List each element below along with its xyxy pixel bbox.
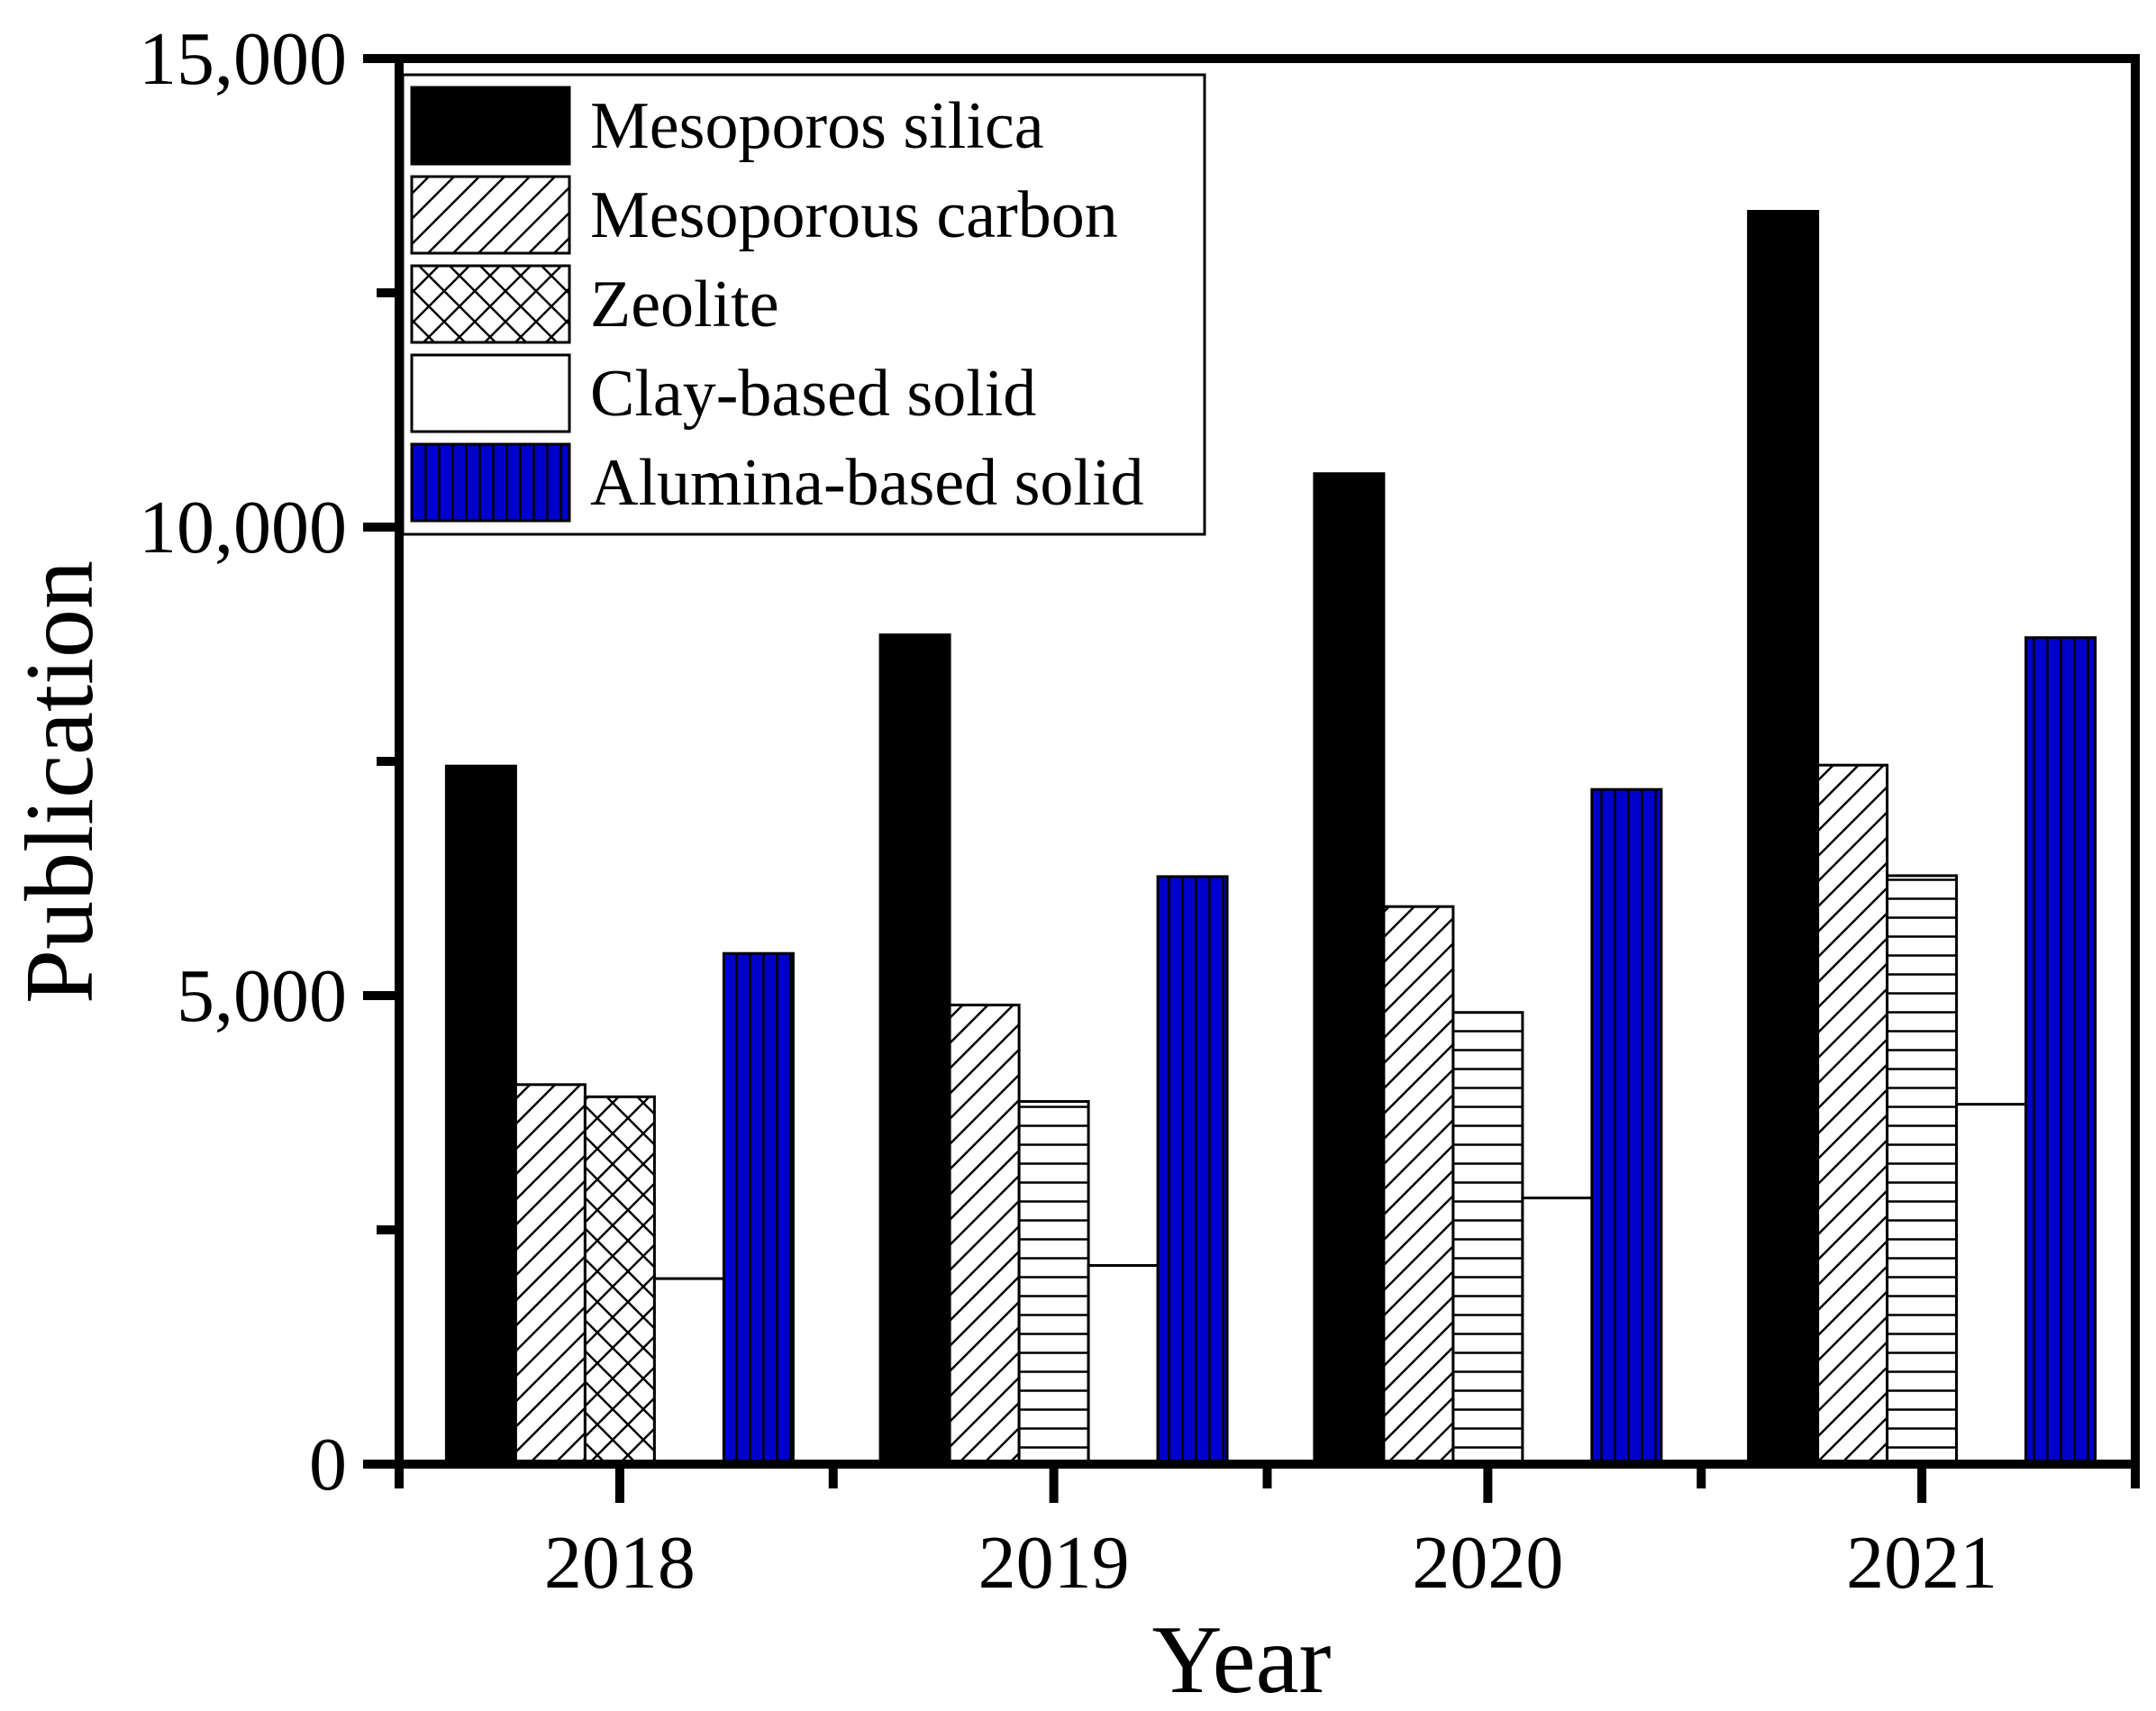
legend-label: Alumina-based solid — [590, 446, 1144, 520]
axes-layer: 0 5,000 10,000 15,000 2018 2019 2020 2021 — [139, 17, 2140, 1605]
legend-swatch-mesoporous-carbon — [410, 175, 571, 255]
bar-mesoporous-carbon-2021 — [1816, 763, 1889, 1466]
x-tick-label: 2021 — [1846, 1521, 1997, 1605]
bar-alumina-based-solid-2021 — [2024, 636, 2097, 1466]
bar-clay-based-solid-2018 — [652, 1277, 725, 1466]
bar-alumina-based-solid-2020 — [1590, 787, 1663, 1466]
bar-mesoporos-silica-2021 — [1747, 210, 1820, 1466]
y-tick-label: 0 — [309, 1423, 347, 1506]
legend-label: Mesoporous carbon — [590, 178, 1118, 252]
legend-swatch-mesoporos-silica — [410, 86, 571, 166]
bar-zeolite-2021 — [1886, 874, 1959, 1466]
bar-alumina-based-solid-2019 — [1156, 875, 1229, 1466]
bar-mesoporous-carbon-2018 — [514, 1083, 587, 1466]
bar-mesoporous-carbon-2020 — [1382, 905, 1455, 1466]
bar-mesoporos-silica-2019 — [878, 633, 951, 1466]
x-tick-label: 2020 — [1412, 1521, 1563, 1605]
y-tick-label: 10,000 — [139, 486, 347, 569]
bar-zeolite-2018 — [583, 1095, 656, 1466]
legend-label: Mesoporos silica — [590, 89, 1044, 163]
legend: Mesoporos silica Mesoporous carbon Zeolite… — [401, 73, 1206, 536]
legend-swatch-clay-based-solid — [410, 353, 571, 433]
bar-clay-based-solid-2021 — [1955, 1103, 2028, 1466]
bars-layer — [444, 210, 2097, 1466]
y-tick-label: 5,000 — [177, 954, 347, 1038]
bar-mesoporos-silica-2020 — [1313, 472, 1386, 1466]
y-tick-label: 15,000 — [139, 17, 347, 101]
legend-swatch-alumina-based-solid — [410, 442, 571, 523]
bar-clay-based-solid-2019 — [1087, 1264, 1160, 1466]
axis-labels: Year Publication — [6, 560, 1332, 1711]
bar-mesoporous-carbon-2019 — [948, 1003, 1021, 1466]
legend-label: Clay-based solid — [590, 357, 1036, 431]
bar-clay-based-solid-2020 — [1521, 1197, 1594, 1466]
bar-zeolite-2019 — [1017, 1100, 1090, 1466]
legend-label: Zeolite — [590, 268, 779, 341]
bar-zeolite-2020 — [1451, 1011, 1524, 1466]
bar-mesoporos-silica-2018 — [444, 764, 517, 1466]
y-axis-title: Publication — [6, 560, 114, 1004]
x-tick-label: 2018 — [544, 1521, 696, 1605]
x-tick-label: 2019 — [978, 1521, 1130, 1605]
x-axis-title: Year — [1151, 1606, 1331, 1711]
bar-alumina-based-solid-2018 — [722, 951, 795, 1466]
legend-swatch-zeolite — [410, 264, 571, 344]
